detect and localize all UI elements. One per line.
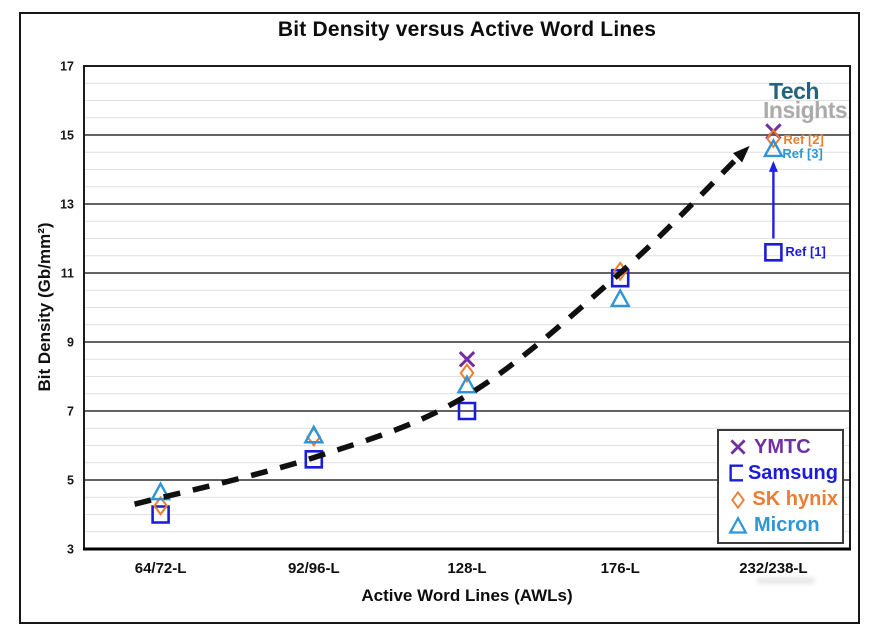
diamond-marker (153, 495, 169, 516)
legend-item-ymtc: YMTC (727, 436, 838, 459)
diamond-legend-icon (731, 490, 745, 509)
triangle-marker (456, 374, 478, 394)
y-tick-label: 13 (60, 198, 74, 212)
legend-box: YMTC Samsung SK hynix Micron (717, 429, 844, 544)
reference-arrowhead (768, 160, 778, 172)
x-tick-label: 232/238-L (739, 560, 807, 577)
y-tick-label: 3 (67, 543, 74, 557)
diamond-marker (765, 128, 781, 149)
triangle-marker (150, 481, 172, 501)
y-tick-label: 17 (60, 60, 74, 74)
x-tick-label: 176-L (601, 560, 640, 577)
legend-item-micron: Micron (727, 514, 838, 537)
square-marker (304, 449, 324, 469)
legend-label: YMTC (754, 435, 811, 458)
square-marker (729, 464, 743, 482)
watermark-line-insights: Insights (763, 97, 848, 123)
chart-title: Bit Density versus Active Word Lines (277, 18, 657, 41)
x-tick-label: 92/96-L (288, 560, 340, 577)
ref-annotation: Ref [3] (782, 145, 823, 161)
ref-annotation: Ref [2] (783, 132, 824, 148)
triangle-marker (728, 515, 748, 534)
y-tick-label: 11 (61, 267, 74, 281)
x-axis-title: Active Word Lines (AWLs) (361, 586, 573, 605)
trend-dashed-line (133, 153, 742, 507)
legend-item-sk-hynix: SK hynix (727, 488, 838, 511)
x-marker (730, 439, 746, 455)
triangle-marker (609, 287, 631, 308)
watermark-line-tech: Tech (769, 78, 819, 104)
square-marker (457, 401, 477, 421)
triangle-legend-icon (728, 515, 748, 534)
square-marker (764, 243, 783, 262)
legend-item-samsung: Samsung (727, 462, 838, 485)
x-tick-label: 128-L (447, 560, 486, 577)
triangle-marker (762, 137, 784, 158)
triangle-marker (303, 424, 325, 444)
y-axis-title: Bit Density (Gb/mm²) (35, 222, 54, 392)
legend-label: Samsung (747, 461, 838, 484)
x-tick-label: 64/72-L (135, 560, 187, 577)
erased-watermark-smudge (757, 577, 815, 584)
y-tick-label: 5 (67, 474, 74, 488)
trend-arrowhead (733, 145, 750, 163)
y-tick-label: 15 (60, 129, 74, 143)
square-legend-icon (729, 464, 743, 482)
y-tick-label: 9 (67, 336, 74, 350)
ref-annotation: Ref [1] (785, 244, 826, 260)
x-legend-icon (730, 439, 746, 455)
diamond-marker (459, 362, 475, 384)
y-tick-label: 7 (67, 405, 74, 419)
x-marker (458, 350, 476, 368)
legend-label: Micron (754, 514, 820, 537)
legend-label: SK hynix (752, 488, 838, 511)
diamond-marker (731, 490, 745, 509)
techinsights-watermark: Tech Insights (763, 78, 848, 123)
square-marker (151, 505, 170, 524)
